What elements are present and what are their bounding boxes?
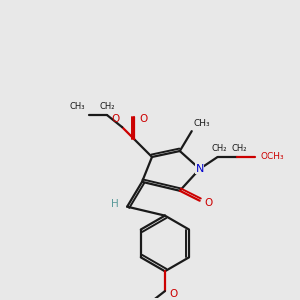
Text: CH₃: CH₃: [194, 119, 210, 128]
Text: H: H: [111, 199, 119, 209]
Text: O: O: [205, 198, 213, 208]
Text: CH₂: CH₂: [212, 144, 227, 153]
Text: O: O: [139, 114, 147, 124]
Text: CH₃: CH₃: [70, 102, 86, 111]
Text: O: O: [169, 289, 177, 299]
Text: OCH₃: OCH₃: [260, 152, 284, 161]
Text: O: O: [111, 114, 119, 124]
Text: CH₂: CH₂: [232, 144, 247, 153]
Text: N: N: [196, 164, 204, 174]
Text: CH₂: CH₂: [100, 102, 115, 111]
